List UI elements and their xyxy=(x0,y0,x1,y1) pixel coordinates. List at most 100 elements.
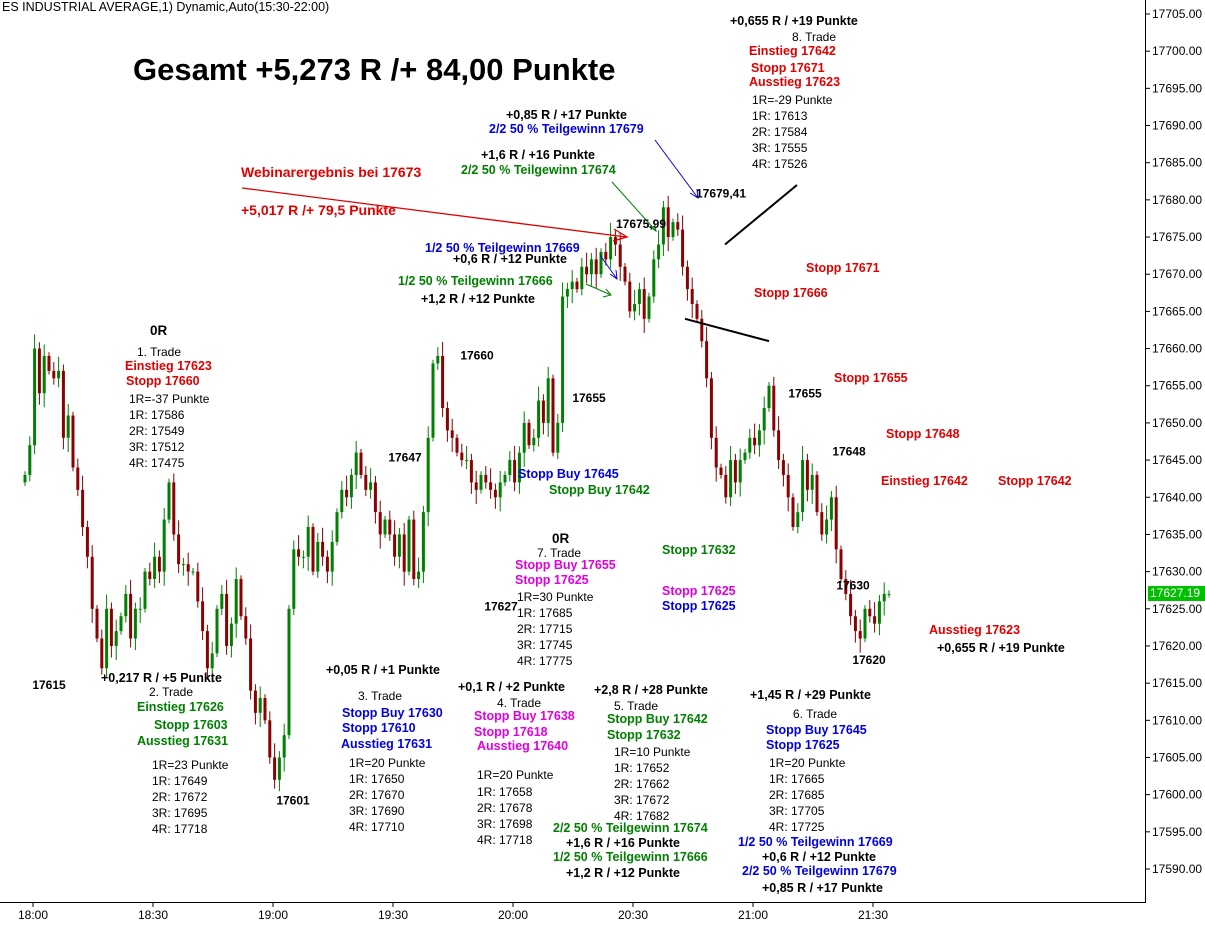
candle-body xyxy=(877,601,881,624)
candle-body xyxy=(551,378,555,453)
t5-buy: Stopp Buy 17642 xyxy=(607,712,708,726)
candle-body xyxy=(186,564,190,572)
candle-body xyxy=(815,474,819,513)
exit-17623: Ausstieg 17623 xyxy=(929,623,1021,637)
t6-tp2: 2/2 50 % Teilgewinn 17679 xyxy=(742,864,897,878)
candle-body xyxy=(887,593,891,595)
candle-body xyxy=(220,593,224,609)
candle-body xyxy=(460,452,464,461)
candle-body xyxy=(517,452,521,483)
candle-body xyxy=(57,370,61,379)
candle-body xyxy=(580,266,584,290)
total-title: Gesamt +5,273 R /+ 84,00 Punkte xyxy=(133,52,616,87)
price-tags: 17615 17601 17647 17627 17660 17655 17675,99 17… xyxy=(32,187,886,808)
t4-2: 2R: 17678 xyxy=(477,801,533,815)
candle-body xyxy=(196,571,200,602)
candle-body xyxy=(306,527,310,557)
trendline xyxy=(684,317,770,343)
x-tick-label: 18:00 xyxy=(18,908,48,922)
y-tick-label: 17600.00 xyxy=(1152,788,1202,802)
y-tick-label: 17645.00 xyxy=(1152,453,1202,467)
t4-r: 1R=20 Punkte xyxy=(477,768,554,782)
x-tick-label: 21:30 xyxy=(858,908,888,922)
candle-body xyxy=(345,489,349,498)
candle-body xyxy=(469,460,473,483)
candle-body xyxy=(609,237,613,260)
candle-body xyxy=(205,631,209,669)
candle-body xyxy=(52,370,56,379)
candle-body xyxy=(421,512,425,572)
candle-body xyxy=(215,608,219,654)
y-tick-label: 17705.00 xyxy=(1152,7,1202,21)
t4-result: +0,1 R / +2 Punkte xyxy=(458,680,565,694)
t8-stop: Stopp 17671 xyxy=(751,61,825,75)
t8-r: 1R=-29 Punkte xyxy=(752,93,833,107)
candle-body xyxy=(100,638,104,669)
tp-d-label: 1/2 50 % Teilgewinn 17666 xyxy=(398,274,553,288)
t5-r: 1R=10 Punkte xyxy=(614,745,691,759)
t2-stop: Stopp 17603 xyxy=(154,718,228,732)
candle-body xyxy=(570,281,574,290)
t2-result: +0,217 R / +5 Punkte xyxy=(101,671,222,685)
candle-body xyxy=(311,527,315,572)
price-tag: 17660 xyxy=(460,349,494,363)
candle-body xyxy=(249,638,253,691)
t8-4: 4R: 17526 xyxy=(752,157,808,171)
candle-body xyxy=(661,207,665,245)
candle-body xyxy=(354,452,358,475)
trendline xyxy=(724,184,798,246)
candle-body xyxy=(556,422,560,453)
candle-body xyxy=(229,623,233,646)
t5-3: 3R: 17672 xyxy=(614,793,670,807)
y-tick-label: 17660.00 xyxy=(1152,342,1202,356)
t6-tp1-result: +0,6 R / +12 Punkte xyxy=(762,850,876,864)
price-tag: 17655 xyxy=(572,391,606,405)
candle-body xyxy=(657,244,661,260)
candle-body xyxy=(124,593,128,617)
t6-name: 6. Trade xyxy=(793,707,838,721)
candle-body xyxy=(844,579,848,594)
candle-body xyxy=(258,698,262,713)
t8-3: 3R: 17555 xyxy=(752,141,808,155)
t2-1: 1R: 17649 xyxy=(152,774,208,788)
candle-body xyxy=(604,251,608,260)
tp-d-result: +1,2 R / +12 Punkte xyxy=(421,292,535,306)
candle-body xyxy=(757,430,761,446)
y-tick-label: 17685.00 xyxy=(1152,156,1202,170)
t4-buy: Stopp Buy 17638 xyxy=(474,709,575,723)
y-tick-label: 17630.00 xyxy=(1152,565,1202,579)
candle-body xyxy=(508,460,512,475)
candle-body xyxy=(181,564,185,566)
t3-buy: Stopp Buy 17630 xyxy=(342,706,443,720)
x-axis: 18:00 18:30 19:00 19:30 20:00 20:30 21:00 21:30 xyxy=(18,902,888,922)
candle-body xyxy=(287,608,291,736)
candle-body xyxy=(90,556,94,609)
t4-stop: Stopp 17618 xyxy=(474,725,548,739)
candle-body xyxy=(105,608,109,669)
t8-entry: Einstieg 17642 xyxy=(749,44,836,58)
candle-body xyxy=(772,385,776,431)
candle-body xyxy=(868,608,872,617)
t8-2: 2R: 17584 xyxy=(752,125,808,139)
tp-a-result: +0,85 R / +17 Punkte xyxy=(506,108,627,122)
candle-body xyxy=(882,593,886,602)
candle-body xyxy=(316,541,320,572)
t7-4: 4R: 17775 xyxy=(517,654,573,668)
stop-buy-blue: Stopp Buy 17645 xyxy=(518,467,619,481)
candle-body xyxy=(33,348,37,446)
candle-body xyxy=(201,601,205,632)
candle-body xyxy=(133,608,137,639)
candle-body xyxy=(277,757,281,780)
candle-body xyxy=(647,296,651,319)
candle-body xyxy=(431,363,435,438)
t1-stop: Stopp 17660 xyxy=(126,374,200,388)
x-tick-label: 20:30 xyxy=(618,908,648,922)
candle-body xyxy=(359,452,363,475)
candle-body xyxy=(642,289,646,319)
t2-exit: Ausstieg 17631 xyxy=(137,734,229,748)
result-right: +0,655 R / +19 Punkte xyxy=(937,641,1065,655)
stop-blue: Stopp 17625 xyxy=(662,599,736,613)
candle-body xyxy=(369,482,373,490)
candle-body xyxy=(527,422,531,446)
t6-4: 4R: 17725 xyxy=(769,820,825,834)
